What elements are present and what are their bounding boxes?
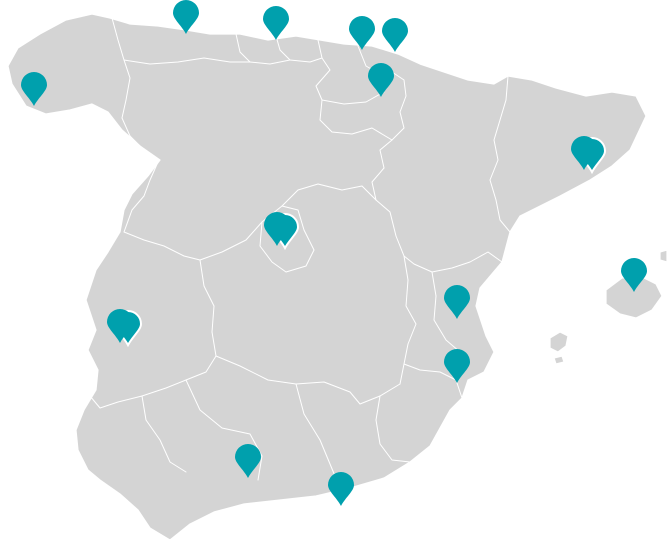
location-pin-icon [444,285,470,319]
marker-cordoba[interactable] [235,444,261,478]
island-menorca [659,249,667,263]
location-pin-icon [382,18,408,52]
marker-cantabria[interactable] [263,6,289,40]
marker-malaga[interactable] [328,472,354,506]
marker-bilbao[interactable] [349,16,375,50]
region-borders [89,17,511,489]
marker-mallorca[interactable] [621,258,647,292]
island-formentera [553,355,565,365]
location-pin-icon [264,212,290,246]
location-pin-icon [263,6,289,40]
marker-san-sebastian[interactable] [382,18,408,52]
marker-madrid[interactable] [264,212,300,251]
location-pin-icon [571,136,597,170]
location-pin-icon [235,444,261,478]
location-pin-icon [349,16,375,50]
marker-barcelona[interactable] [571,136,607,175]
portugal-border-hint [0,489,111,556]
spain-mainland [7,13,647,541]
marker-vitoria[interactable] [368,63,394,97]
location-pin-icon [368,63,394,97]
marker-alicante[interactable] [444,349,470,383]
marker-asturias[interactable] [173,0,199,34]
marker-extremadura[interactable] [107,309,143,348]
location-pin-icon [173,0,199,34]
location-pin-icon [621,258,647,292]
location-pin-icon [107,309,133,343]
location-pin-icon [328,472,354,506]
location-pin-icon [444,349,470,383]
marker-valencia[interactable] [444,285,470,319]
marker-galicia[interactable] [21,72,47,106]
location-pin-icon [21,72,47,106]
island-ibiza [549,331,569,353]
